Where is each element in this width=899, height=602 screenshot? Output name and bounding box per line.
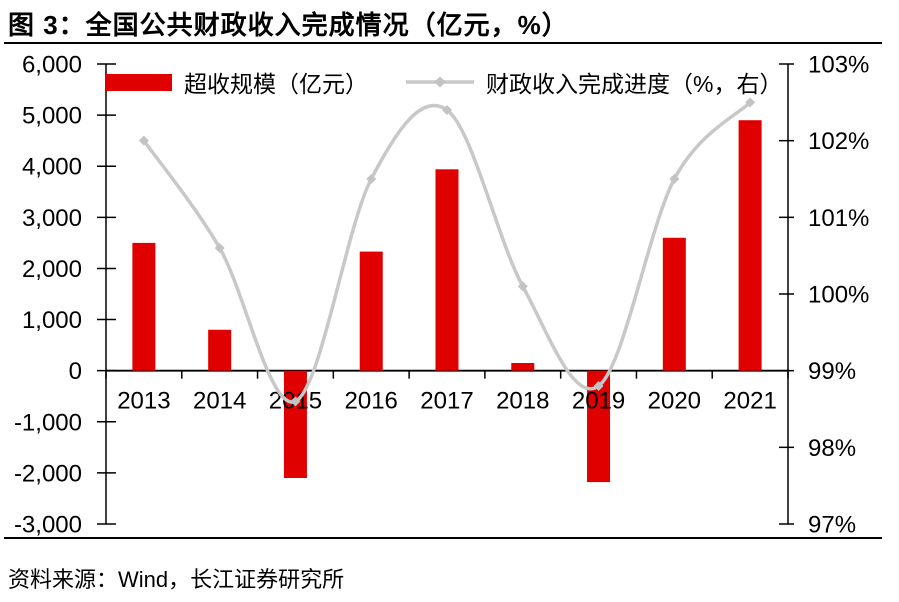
left-axis-label: 3,000 (22, 205, 82, 232)
legend-line-sample (406, 76, 474, 88)
x-axis-category-label: 2018 (496, 388, 549, 415)
source-divider (4, 537, 882, 539)
bar-2021 (738, 120, 762, 371)
left-axis-label: -3,000 (14, 512, 82, 539)
left-axis-label: 2,000 (22, 256, 82, 283)
x-axis-category-label: 2017 (420, 388, 473, 415)
line-marker-2020 (669, 174, 680, 184)
legend-diamond-marker-icon (434, 76, 446, 88)
left-axis-label: 1,000 (22, 307, 82, 334)
bar-2019 (587, 370, 611, 483)
line-marker-2015 (290, 396, 301, 407)
source-text: 资料来源：Wind，长江证券研究所 (8, 567, 345, 592)
line-marker-2016 (366, 174, 377, 184)
bar-2014 (208, 329, 232, 371)
chart-title: 图 3：全国公共财政收入完成情况（亿元，%） (8, 10, 569, 40)
bar-2017 (435, 169, 459, 371)
right-axis-label: 97% (808, 512, 856, 539)
right-axis-label: 101% (808, 205, 869, 232)
right-axis-label: 103% (808, 52, 869, 79)
right-axis-label: 99% (808, 358, 856, 385)
left-axis-label: 6,000 (22, 52, 82, 79)
x-axis-category-label: 2016 (345, 388, 398, 415)
bar-2016 (359, 251, 383, 371)
line-marker-2013 (138, 135, 149, 146)
line-marker-2018 (517, 281, 528, 292)
legend-line-label: 财政收入完成进度（%，右） (486, 71, 783, 97)
left-axis-label: 5,000 (22, 103, 82, 130)
line-marker-2014 (214, 243, 225, 253)
left-axis-label: -1,000 (14, 409, 82, 436)
bar-2013 (132, 242, 156, 371)
x-axis-category-label: 2020 (648, 388, 701, 415)
legend-bar-label: 超收规模（亿元） (184, 71, 368, 97)
left-axis-label: 4,000 (22, 154, 82, 181)
x-axis-category-label: 2013 (117, 388, 170, 415)
legend-bar-swatch (106, 73, 172, 91)
right-axis-label: 100% (808, 282, 869, 309)
left-axis-label: 0 (69, 358, 82, 385)
line-marker-2021 (745, 97, 756, 108)
title-divider (4, 42, 882, 44)
right-axis-label: 102% (808, 128, 869, 155)
x-axis-category-label: 2021 (723, 388, 776, 415)
left-axis-label: -2,000 (14, 460, 82, 487)
bar-2018 (511, 363, 535, 371)
line-marker-2017 (442, 105, 452, 115)
right-axis-label: 98% (808, 435, 856, 462)
x-axis-category-label: 2014 (193, 388, 246, 415)
line-marker-2019 (593, 381, 604, 391)
x-axis-category-label: 2019 (572, 388, 625, 415)
bar-2020 (662, 237, 686, 371)
chart-legend: 超收规模（亿元） 财政收入完成进度（%，右） (106, 70, 782, 97)
